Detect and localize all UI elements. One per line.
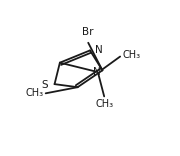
Text: S: S bbox=[41, 80, 48, 90]
Text: CH₃: CH₃ bbox=[95, 99, 113, 109]
Text: CH₃: CH₃ bbox=[26, 88, 44, 98]
Text: Br: Br bbox=[82, 27, 94, 37]
Text: N: N bbox=[93, 67, 101, 77]
Text: CH₃: CH₃ bbox=[123, 50, 141, 60]
Text: N: N bbox=[95, 45, 103, 55]
